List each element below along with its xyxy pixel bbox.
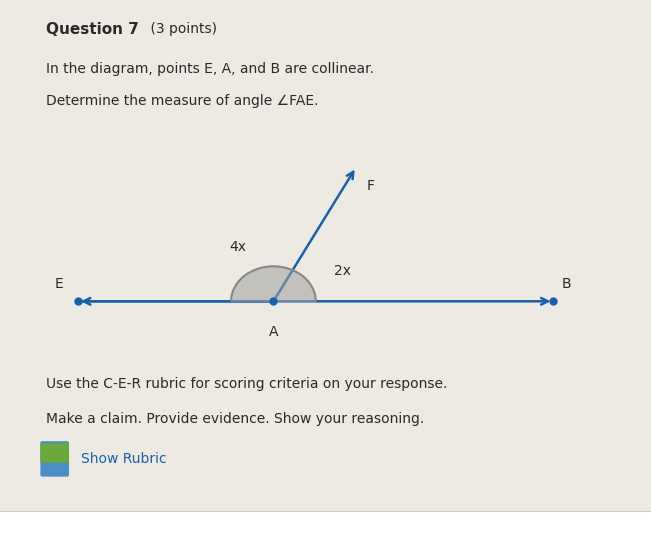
Text: Make a claim. Provide evidence. Show your reasoning.: Make a claim. Provide evidence. Show you… xyxy=(46,412,424,426)
Text: Question 7: Question 7 xyxy=(46,22,139,37)
FancyBboxPatch shape xyxy=(40,441,69,477)
Text: E: E xyxy=(54,277,63,291)
Text: 2x: 2x xyxy=(334,264,351,278)
Text: 4x: 4x xyxy=(230,239,247,253)
FancyBboxPatch shape xyxy=(40,443,69,463)
Text: B: B xyxy=(561,277,571,291)
Text: A: A xyxy=(269,325,278,339)
Text: Determine the measure of angle ∠FAE.: Determine the measure of angle ∠FAE. xyxy=(46,94,318,108)
Text: (3 points): (3 points) xyxy=(146,22,217,36)
Text: F: F xyxy=(367,179,374,193)
Text: Use the C-E-R rubric for scoring criteria on your response.: Use the C-E-R rubric for scoring criteri… xyxy=(46,377,447,391)
Text: In the diagram, points E, A, and B are collinear.: In the diagram, points E, A, and B are c… xyxy=(46,62,374,76)
Polygon shape xyxy=(231,266,316,301)
Text: Show Rubric: Show Rubric xyxy=(81,452,167,466)
Bar xyxy=(0,511,651,538)
